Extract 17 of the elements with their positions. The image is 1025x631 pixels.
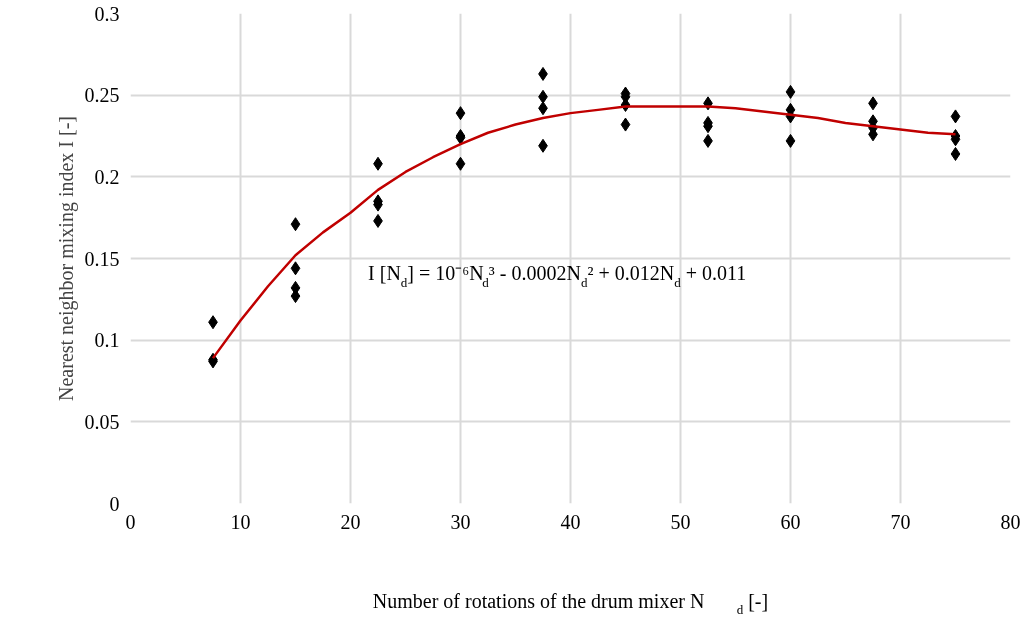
x-tick-label: 80 bbox=[1000, 510, 1021, 533]
x-tick-label: 50 bbox=[670, 510, 691, 533]
x-tick-label: 20 bbox=[340, 510, 361, 533]
x-tick-label: 0 bbox=[125, 510, 136, 533]
y-tick-label: 0.25 bbox=[84, 84, 120, 107]
y-tick-label: 0.05 bbox=[84, 410, 120, 433]
y-tick-label: 0.15 bbox=[84, 247, 120, 270]
x-tick-label: 30 bbox=[450, 510, 471, 533]
x-tick-label: 10 bbox=[230, 510, 251, 533]
y-axis-title: Nearest neighbor mixing index I [-] bbox=[54, 116, 78, 401]
x-tick-label: 70 bbox=[890, 510, 911, 533]
x-tick-label: 40 bbox=[560, 510, 581, 533]
y-tick-label: 0.3 bbox=[94, 2, 120, 25]
y-tick-label: 0.2 bbox=[94, 165, 120, 188]
y-tick-label: 0 bbox=[109, 492, 120, 515]
x-tick-label: 60 bbox=[780, 510, 801, 533]
y-tick-label: 0.1 bbox=[94, 329, 120, 352]
